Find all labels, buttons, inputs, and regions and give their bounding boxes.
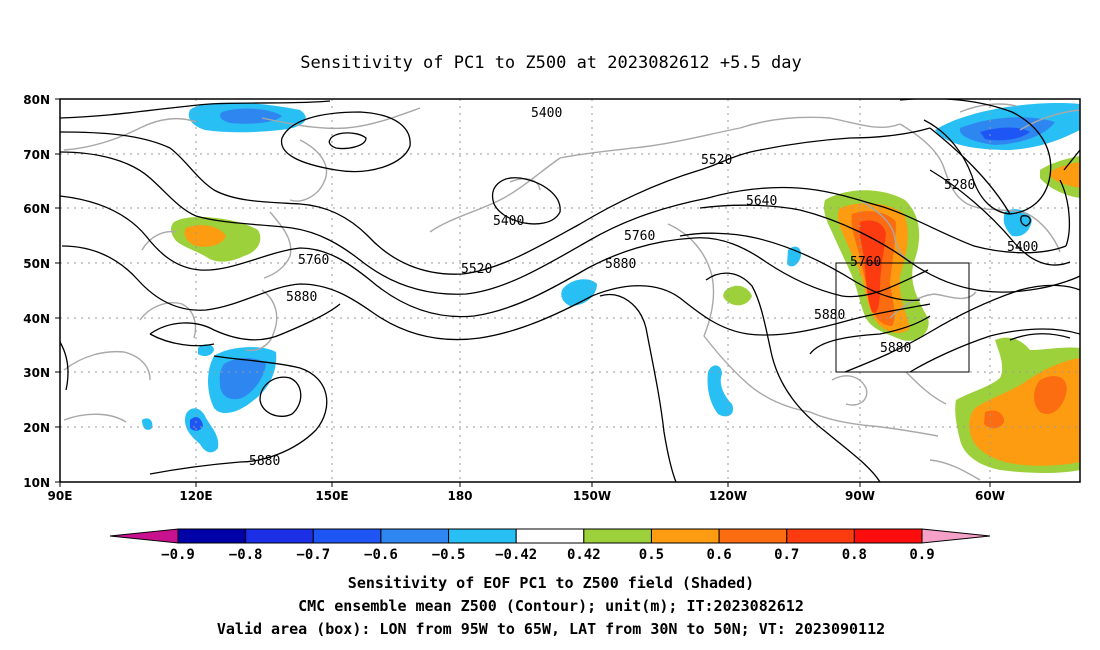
contour-label: 5520 bbox=[701, 153, 732, 168]
colorbar-high-extend bbox=[921, 528, 991, 544]
contour-labels: 5400 5400 5400 5520 5520 5280 5640 5760 … bbox=[249, 106, 1038, 469]
colorbar-swatch bbox=[583, 528, 652, 544]
colorbar-label: 0.8 bbox=[842, 547, 867, 563]
caption-line-3: Valid area (box): LON from 95W to 65W, L… bbox=[217, 620, 885, 638]
lat-tick-label: 50N bbox=[23, 257, 50, 271]
contour-label: 5280 bbox=[944, 178, 975, 193]
lat-tick-label: 40N bbox=[23, 312, 50, 326]
colorbar-swatch bbox=[380, 528, 450, 544]
colorbar-label: −0.5 bbox=[432, 547, 466, 563]
valid-area-box bbox=[835, 262, 970, 373]
axis-ticks bbox=[55, 98, 991, 487]
contour-label: 5880 bbox=[605, 257, 636, 272]
contour-label: 5760 bbox=[298, 253, 329, 268]
lon-tick-label: 150W bbox=[573, 489, 611, 503]
contour-label: 5880 bbox=[286, 290, 317, 305]
contour-label: 5400 bbox=[1007, 240, 1038, 255]
graticule bbox=[60, 99, 1080, 482]
colorbar-label: 0.9 bbox=[909, 547, 934, 563]
sensitivity-shading bbox=[142, 102, 1080, 473]
contour-label: 5880 bbox=[880, 341, 911, 356]
lat-tick-label: 20N bbox=[23, 421, 50, 435]
colorbar-label: −0.6 bbox=[364, 547, 398, 563]
caption-line-1: Sensitivity of EOF PC1 to Z500 field (Sh… bbox=[348, 574, 754, 592]
lon-tick-label: 60W bbox=[975, 489, 1005, 503]
figure-title: Sensitivity of PC1 to Z500 at 2023082612… bbox=[300, 53, 802, 73]
z500-contours bbox=[60, 99, 1080, 482]
lon-tick-label: 90E bbox=[48, 489, 73, 503]
lat-tick-label: 70N bbox=[23, 148, 50, 162]
colorbar-swatch bbox=[245, 528, 314, 544]
lon-tick-label: 90W bbox=[845, 489, 875, 503]
contour-label: 5520 bbox=[461, 262, 492, 277]
colorbar-low-extend bbox=[109, 528, 179, 544]
contour-label: 5400 bbox=[531, 106, 562, 121]
lat-tick-label: 80N bbox=[23, 93, 50, 107]
lon-tick-label: 120W bbox=[709, 489, 747, 503]
colorbar-swatch bbox=[312, 528, 382, 544]
colorbar-swatch bbox=[853, 528, 923, 544]
map-frame bbox=[59, 98, 1081, 483]
map-area: 5400 5400 5400 5520 5520 5280 5640 5760 … bbox=[60, 99, 1080, 482]
longitude-labels: 90E 120E 150E 180 150W 120W 90W 60W bbox=[48, 489, 1005, 503]
colorbar-label: 0.6 bbox=[706, 547, 731, 563]
colorbar-swatch bbox=[448, 528, 517, 544]
colorbar-label: −0.8 bbox=[229, 547, 263, 563]
lon-tick-label: 120E bbox=[179, 489, 212, 503]
latitude-labels: 80N 70N 60N 50N 40N 30N 20N 10N bbox=[23, 93, 50, 490]
contour-label: 5760 bbox=[624, 229, 655, 244]
colorbar-swatch bbox=[650, 528, 720, 544]
lat-tick-label: 10N bbox=[23, 476, 50, 490]
caption-line-2: CMC ensemble mean Z500 (Contour); unit(m… bbox=[298, 597, 804, 615]
lon-tick-label: 180 bbox=[447, 489, 472, 503]
lat-tick-label: 60N bbox=[23, 202, 50, 216]
colorbar-swatch bbox=[718, 528, 788, 544]
contour-label: 5400 bbox=[493, 214, 524, 229]
colorbar-swatch bbox=[786, 528, 855, 544]
lon-tick-label: 150E bbox=[315, 489, 348, 503]
colorbar-swatch bbox=[177, 528, 247, 544]
contour-label: 5880 bbox=[814, 308, 845, 323]
colorbar-label: 0.7 bbox=[774, 547, 799, 563]
colorbar-label: 0.42 bbox=[567, 547, 601, 563]
lat-tick-label: 30N bbox=[23, 366, 50, 380]
colorbar-label: −0.7 bbox=[296, 547, 330, 563]
colorbar-swatch bbox=[515, 528, 585, 544]
colorbar-label: 0.5 bbox=[639, 547, 664, 563]
colorbar-label: −0.9 bbox=[161, 547, 195, 563]
colorbar: −0.9 −0.8 −0.7 −0.6 −0.5 −0.42 0.42 0.5 0.6 0.7 0.… bbox=[109, 528, 991, 563]
contour-label: 5640 bbox=[746, 194, 777, 209]
contour-label: 5880 bbox=[249, 454, 280, 469]
colorbar-label: −0.42 bbox=[495, 547, 537, 563]
